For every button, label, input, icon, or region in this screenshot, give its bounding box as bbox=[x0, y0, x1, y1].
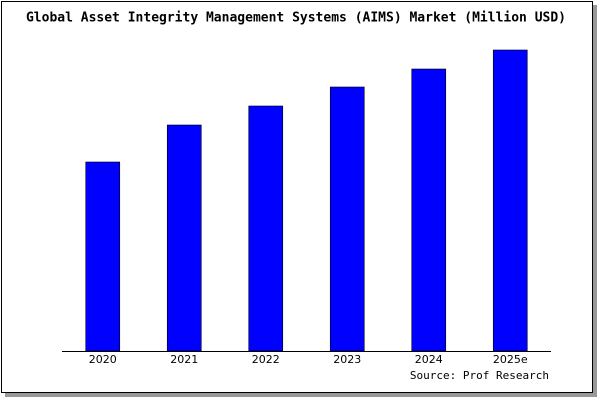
source-note: Source: Prof Research bbox=[410, 369, 549, 382]
x-tick-label: 2021 bbox=[170, 353, 198, 366]
bars bbox=[85, 49, 528, 352]
bar bbox=[166, 124, 202, 352]
bar bbox=[492, 49, 528, 352]
x-tick-label: 2022 bbox=[252, 353, 280, 366]
x-tick-label: 2020 bbox=[89, 353, 117, 366]
chart-title: Global Asset Integrity Management System… bbox=[26, 11, 566, 26]
bar bbox=[329, 86, 365, 352]
x-tick-label: 2023 bbox=[333, 353, 361, 366]
bar bbox=[85, 161, 121, 352]
plot-area bbox=[62, 48, 551, 351]
x-tick-label: 2025e bbox=[493, 353, 528, 366]
bar bbox=[411, 68, 447, 352]
bar bbox=[248, 105, 284, 352]
x-tick-label: 2024 bbox=[415, 353, 443, 366]
